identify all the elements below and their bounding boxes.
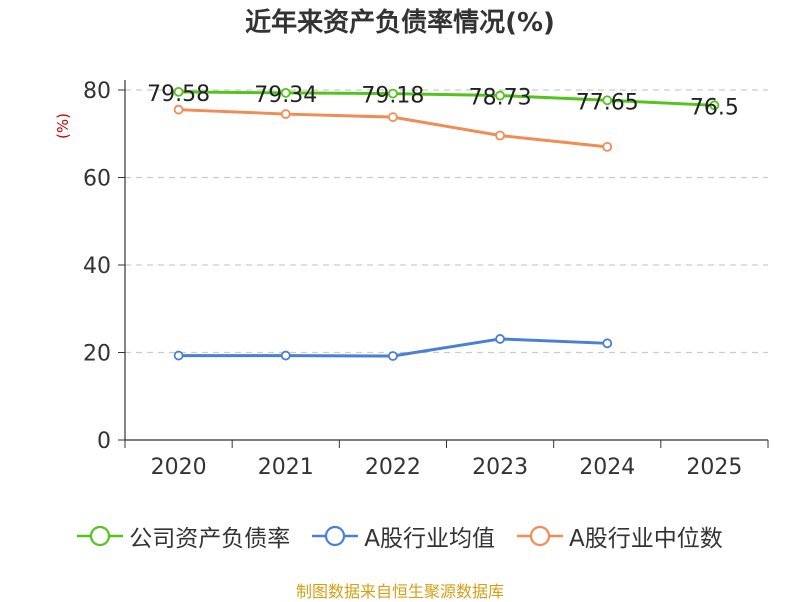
series-line-0 (178, 90, 715, 107)
y-tick-label: 20 (83, 342, 111, 367)
legend-marker-icon (77, 525, 124, 547)
data-label: 77.65 (576, 90, 639, 115)
y-axis-label: (%) (54, 113, 72, 139)
data-point (280, 87, 291, 98)
legend-marker-icon (312, 525, 359, 547)
x-tick-label: 2023 (472, 455, 528, 480)
source-note: 制图数据来自恒生聚源数据库 (295, 582, 504, 601)
data-point (280, 109, 291, 119)
data-point (173, 86, 184, 97)
data-point (388, 112, 398, 123)
y-tick-label: 40 (83, 254, 111, 279)
data-point (173, 350, 184, 361)
data-point (495, 90, 505, 101)
data-point (602, 338, 613, 349)
data-point (280, 350, 291, 361)
legend-item[interactable]: A股行业均值 (312, 519, 495, 553)
x-tick-label: 2022 (365, 455, 421, 480)
legend-item[interactable]: A股行业中位数 (517, 519, 723, 553)
x-tick-label: 2021 (258, 455, 314, 480)
x-tick-label: 2020 (151, 455, 207, 480)
legend: 公司资产负债率 A股行业均值 A股行业中位数 (0, 518, 800, 554)
x-tick-label: 2025 (686, 455, 742, 480)
data-label: 78.73 (469, 86, 532, 111)
data-point (173, 104, 184, 115)
chart-title: 近年来资产负债率情况(%) (245, 8, 555, 38)
legend-label: 公司资产负债率 (129, 526, 291, 552)
legend-label: A股行业中位数 (569, 526, 723, 552)
data-label: 79.58 (147, 82, 210, 107)
data-point (388, 351, 398, 361)
legend-label: A股行业均值 (364, 526, 495, 552)
y-tick-label: 0 (97, 429, 111, 454)
data-label: 76.5 (690, 95, 739, 120)
data-label: 79.34 (254, 83, 317, 108)
data-point (388, 88, 398, 99)
y-tick-label: 80 (83, 79, 111, 104)
y-tick-label: 60 (83, 167, 111, 192)
x-tick-label: 2024 (579, 455, 635, 480)
legend-item[interactable]: 公司资产负债率 (77, 519, 290, 553)
data-point (495, 334, 505, 344)
data-point (495, 130, 505, 141)
legend-marker-icon (517, 525, 563, 547)
data-point (602, 141, 613, 152)
data-point (602, 95, 613, 106)
data-point (709, 100, 720, 111)
data-label: 79.18 (361, 84, 424, 109)
